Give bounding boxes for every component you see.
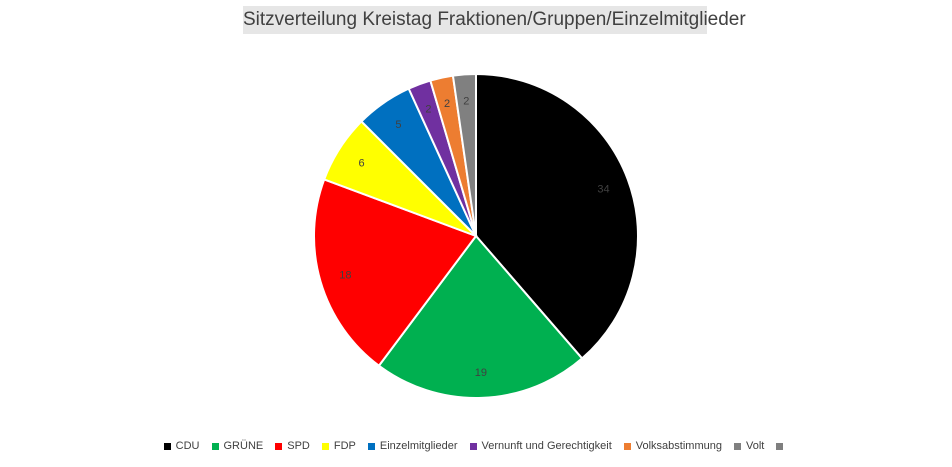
pie-slice-volt (451, 72, 477, 237)
pie-slice-spd (313, 178, 478, 368)
legend-swatch (275, 442, 283, 450)
legend-swatch (776, 442, 784, 450)
data-label-fdp: 6 (358, 157, 364, 169)
pie-slice-cdu (475, 72, 639, 360)
data-label-einzelmitglieder: 5 (395, 119, 401, 131)
legend-label: CDU (175, 440, 200, 453)
legend-item-gr-ne: GRÜNE (211, 440, 264, 453)
legend-item-cdu: CDU (163, 440, 200, 453)
data-label-gr-ne: 19 (475, 367, 487, 379)
legend-swatch (623, 442, 631, 450)
legend-swatch (733, 442, 741, 450)
chart-title: Sitzverteilung Kreistag Fraktionen/Grupp… (243, 6, 746, 34)
legend-swatch (163, 442, 171, 450)
legend-item-vernunft-und-gerechtigkeit: Vernunft und Gerechtigkeit (469, 440, 612, 453)
legend-swatch (211, 442, 219, 450)
legend-label: Volt (745, 440, 765, 453)
legend-label: GRÜNE (223, 440, 264, 453)
legend-swatch (367, 442, 375, 450)
legend-item-volksabstimmung: Volksabstimmung (623, 440, 722, 453)
data-label-volt: 2 (463, 95, 469, 107)
legend-label: FDP (333, 440, 356, 453)
legend-label: Vernunft und Gerechtigkeit (481, 440, 612, 453)
legend-swatch (321, 442, 329, 450)
legend-label: Volksabstimmung (635, 440, 722, 453)
legend-item-spd: SPD (275, 440, 310, 452)
data-label-vernunft-und-gerechtigkeit: 2 (425, 103, 431, 115)
data-label-volksabstimmung: 2 (444, 98, 450, 110)
legend-label: SPD (287, 440, 310, 453)
data-label-cdu: 34 (597, 183, 609, 195)
legend-item-volt: Volt (733, 440, 765, 453)
legend-item-fdp: FDP (321, 440, 356, 453)
pie-data-labels: 34 19 18 6 5 2 2 2 (339, 95, 609, 379)
legend-label: Einzelmitglieder (379, 440, 458, 453)
legend-item-einzelmitglieder: Einzelmitglieder (367, 440, 458, 453)
data-label-spd: 18 (339, 269, 351, 281)
pie-slices (313, 72, 639, 399)
chart-legend: CDU GRÜNE SPD FDP Einzelmitglieder Vernunft u… (0, 440, 952, 452)
legend-swatch (469, 442, 477, 450)
pie-slice-gr-ne (377, 234, 584, 399)
legend-item-unlabeled (776, 440, 788, 452)
